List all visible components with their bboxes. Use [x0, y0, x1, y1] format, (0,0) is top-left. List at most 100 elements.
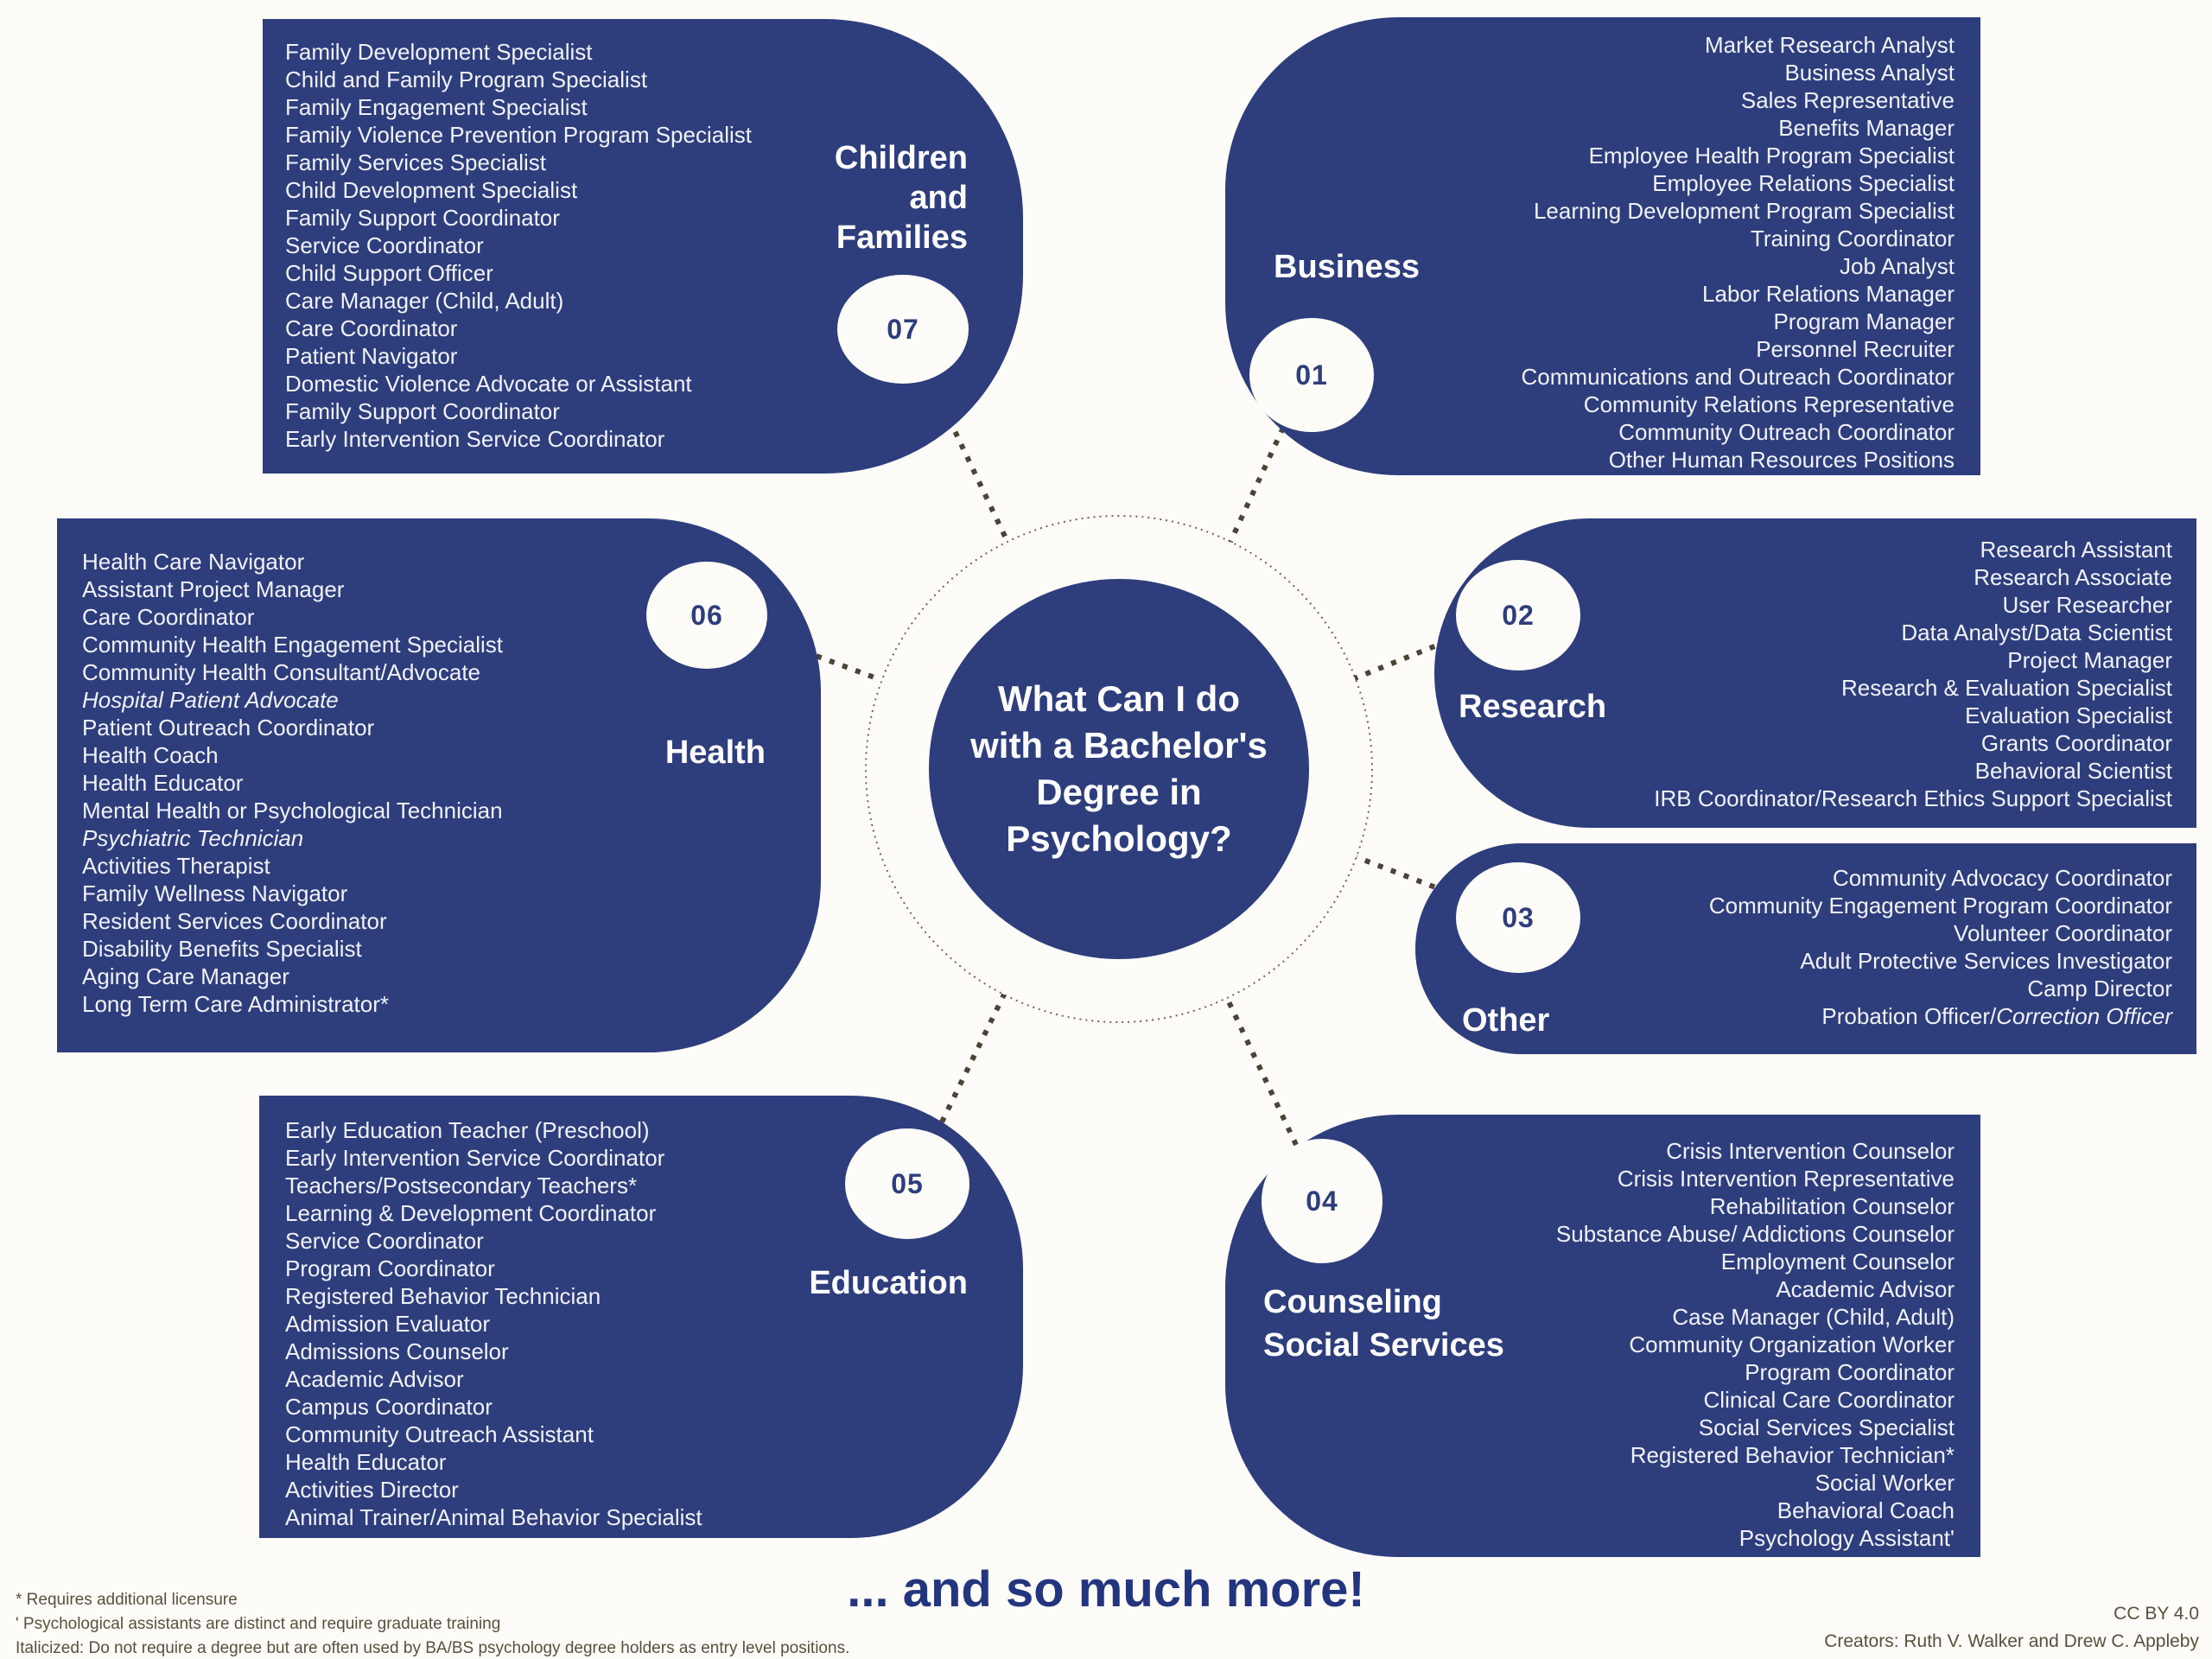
list-line: Service Coordinator — [285, 1228, 484, 1254]
center-title: What Can I do with a Bachelor's Degree in P… — [970, 676, 1268, 862]
list-line: Aging Care Manager — [82, 963, 289, 989]
list-line: Family Development Specialist — [285, 39, 593, 65]
number-badge-other: 03 — [1456, 862, 1580, 973]
center-title-disc: What Can I do with a Bachelor's Degree in P… — [929, 579, 1309, 959]
number-badge-education: 05 — [845, 1128, 969, 1239]
list-line: What Can I do — [998, 678, 1240, 719]
list-line: Family Wellness Navigator — [82, 880, 348, 906]
list-line: Child Development Specialist — [285, 177, 578, 203]
list-line: Long Term Care Administrator* — [82, 991, 390, 1017]
list-line: Families — [836, 219, 968, 256]
job-list-children: Family Development Specialist Child and F… — [285, 38, 752, 453]
list-line: Personnel Recruiter — [1756, 336, 1955, 362]
list-line: Activities Director — [285, 1477, 459, 1503]
number-children: 07 — [887, 313, 919, 345]
creators-text: Creators: Ruth V. Walker and Drew C. App… — [1824, 1631, 2199, 1651]
list-line: Community Organization Worker — [1629, 1332, 1955, 1357]
list-line: Substance Abuse/ Addictions Counselor — [1555, 1221, 1955, 1247]
connector-education — [933, 993, 1007, 1136]
list-line: Volunteer Coordinator — [1954, 920, 2172, 946]
job-list-counseling: Crisis Intervention Counselor Crisis Inte… — [1556, 1137, 1955, 1552]
list-line: Counseling — [1263, 1284, 1442, 1320]
list-line: and — [909, 180, 968, 216]
list-line: Child and Family Program Specialist — [285, 67, 648, 92]
list-line: Child Support Officer — [285, 260, 493, 286]
number-other: 03 — [1502, 901, 1535, 933]
list-line: Program Coordinator — [285, 1255, 495, 1281]
number-education: 05 — [891, 1167, 924, 1199]
list-line: Case Manager (Child, Adult) — [1672, 1304, 1955, 1330]
number-business: 01 — [1295, 359, 1328, 391]
list-line: Family Support Coordinator — [285, 398, 560, 424]
list-line: Grants Coordinator — [1980, 730, 2172, 756]
list-line: Admission Evaluator — [285, 1311, 490, 1337]
list-line: Other Human Resources Positions — [1608, 447, 1955, 473]
list-line: Research — [1459, 689, 1607, 725]
list-line: Other — [1462, 1002, 1550, 1039]
list-line: Teachers/Postsecondary Teachers* — [285, 1173, 638, 1198]
list-line: Hospital Patient Advocate — [82, 687, 339, 713]
list-line: Social Services — [1263, 1327, 1504, 1363]
number-research: 02 — [1502, 599, 1535, 631]
list-line: Health Educator — [82, 770, 244, 796]
list-line: Psychology? — [1006, 818, 1232, 859]
list-line: Social Services Specialist — [1698, 1414, 1955, 1440]
list-line: Program Manager — [1773, 308, 1955, 334]
list-line: Care Coordinator — [82, 604, 255, 630]
list-line: Family Violence Prevention Program Speci… — [285, 122, 752, 148]
list-line: Research Associate — [1974, 564, 2172, 590]
connector-business — [1228, 426, 1286, 543]
list-line: Community Outreach Assistant — [285, 1421, 594, 1447]
list-line: Early Education Teacher (Preschool) — [285, 1117, 650, 1143]
center-dotted-ring — [865, 515, 1373, 1023]
list-line: Community Relations Representative — [1583, 391, 1955, 417]
list-line: Communications and Outreach Coordinator — [1521, 364, 1955, 390]
list-line: Market Research Analyst — [1704, 32, 1955, 58]
list-line: Admissions Counselor — [285, 1338, 509, 1364]
job-list-health: Health Care Navigator Assistant Project M… — [82, 548, 503, 1018]
list-line: Psychiatric Technician — [82, 825, 304, 851]
list-line: Business Analyst — [1784, 60, 1955, 86]
number-badge-children: 07 — [837, 275, 969, 384]
list-line: Community Health Engagement Specialist — [82, 632, 504, 658]
list-line: with a Bachelor's — [970, 725, 1268, 766]
number-badge-business: 01 — [1249, 318, 1374, 432]
panel-label-research: Research — [1459, 687, 1606, 727]
list-line: Rehabilitation Counselor — [1709, 1193, 1955, 1219]
list-line: Job Analyst — [1840, 253, 1955, 279]
list-line: Community Outreach Coordinator — [1618, 419, 1955, 445]
job-list-business: Market Research Analyst Business Analyst S… — [1522, 31, 1955, 474]
list-line: User Researcher — [2002, 592, 2172, 618]
list-line: Research & Evaluation Specialist — [1841, 675, 2172, 701]
job-list-education: Early Education Teacher (Preschool) Early… — [285, 1116, 702, 1531]
list-line: Campus Coordinator — [285, 1394, 493, 1420]
list-line: Social Worker — [1815, 1470, 1955, 1496]
list-line: Registered Behavior Technician — [285, 1283, 601, 1309]
number-counseling: 04 — [1306, 1185, 1338, 1217]
list-line: Community Advocacy Coordinator — [1832, 865, 2172, 891]
list-line: Family Engagement Specialist — [285, 94, 588, 120]
list-line: Early Intervention Service Coordinator — [285, 426, 665, 452]
license-text: CC BY 4.0 — [2113, 1604, 2199, 1624]
list-line: Probation Officer/Correction Officer — [1821, 1003, 2172, 1029]
list-line: Domestic Violence Advocate or Assistant — [285, 371, 692, 397]
list-line: Adult Protective Services Investigator — [1800, 948, 2172, 974]
list-line: Labor Relations Manager — [1702, 281, 1955, 307]
list-line: Italicized: Do not require a degree but … — [16, 1639, 850, 1657]
list-line: Camp Director — [2027, 976, 2172, 1001]
list-line: IRB Coordinator/Research Ethics Support … — [1654, 785, 2172, 811]
list-line: Care Manager (Child, Adult) — [285, 288, 564, 314]
credits-block: CC BY 4.0 Creators: Ruth V. Walker and D… — [1824, 1600, 2199, 1656]
list-line: Training Coordinator — [1750, 226, 1955, 251]
number-badge-research: 02 — [1456, 560, 1580, 671]
panel-label-health: Health — [665, 733, 766, 772]
panel-label-education: Education — [809, 1263, 968, 1303]
list-line: Children — [834, 140, 968, 176]
list-line: Service Coordinator — [285, 232, 484, 258]
list-line: Data Analyst/Data Scientist — [1901, 620, 2172, 645]
list-line: Community Engagement Program Coordinator — [1708, 893, 2172, 918]
list-line: Health Educator — [285, 1449, 447, 1475]
list-line: Assistant Project Manager — [82, 576, 345, 602]
list-line: Health — [664, 734, 766, 771]
